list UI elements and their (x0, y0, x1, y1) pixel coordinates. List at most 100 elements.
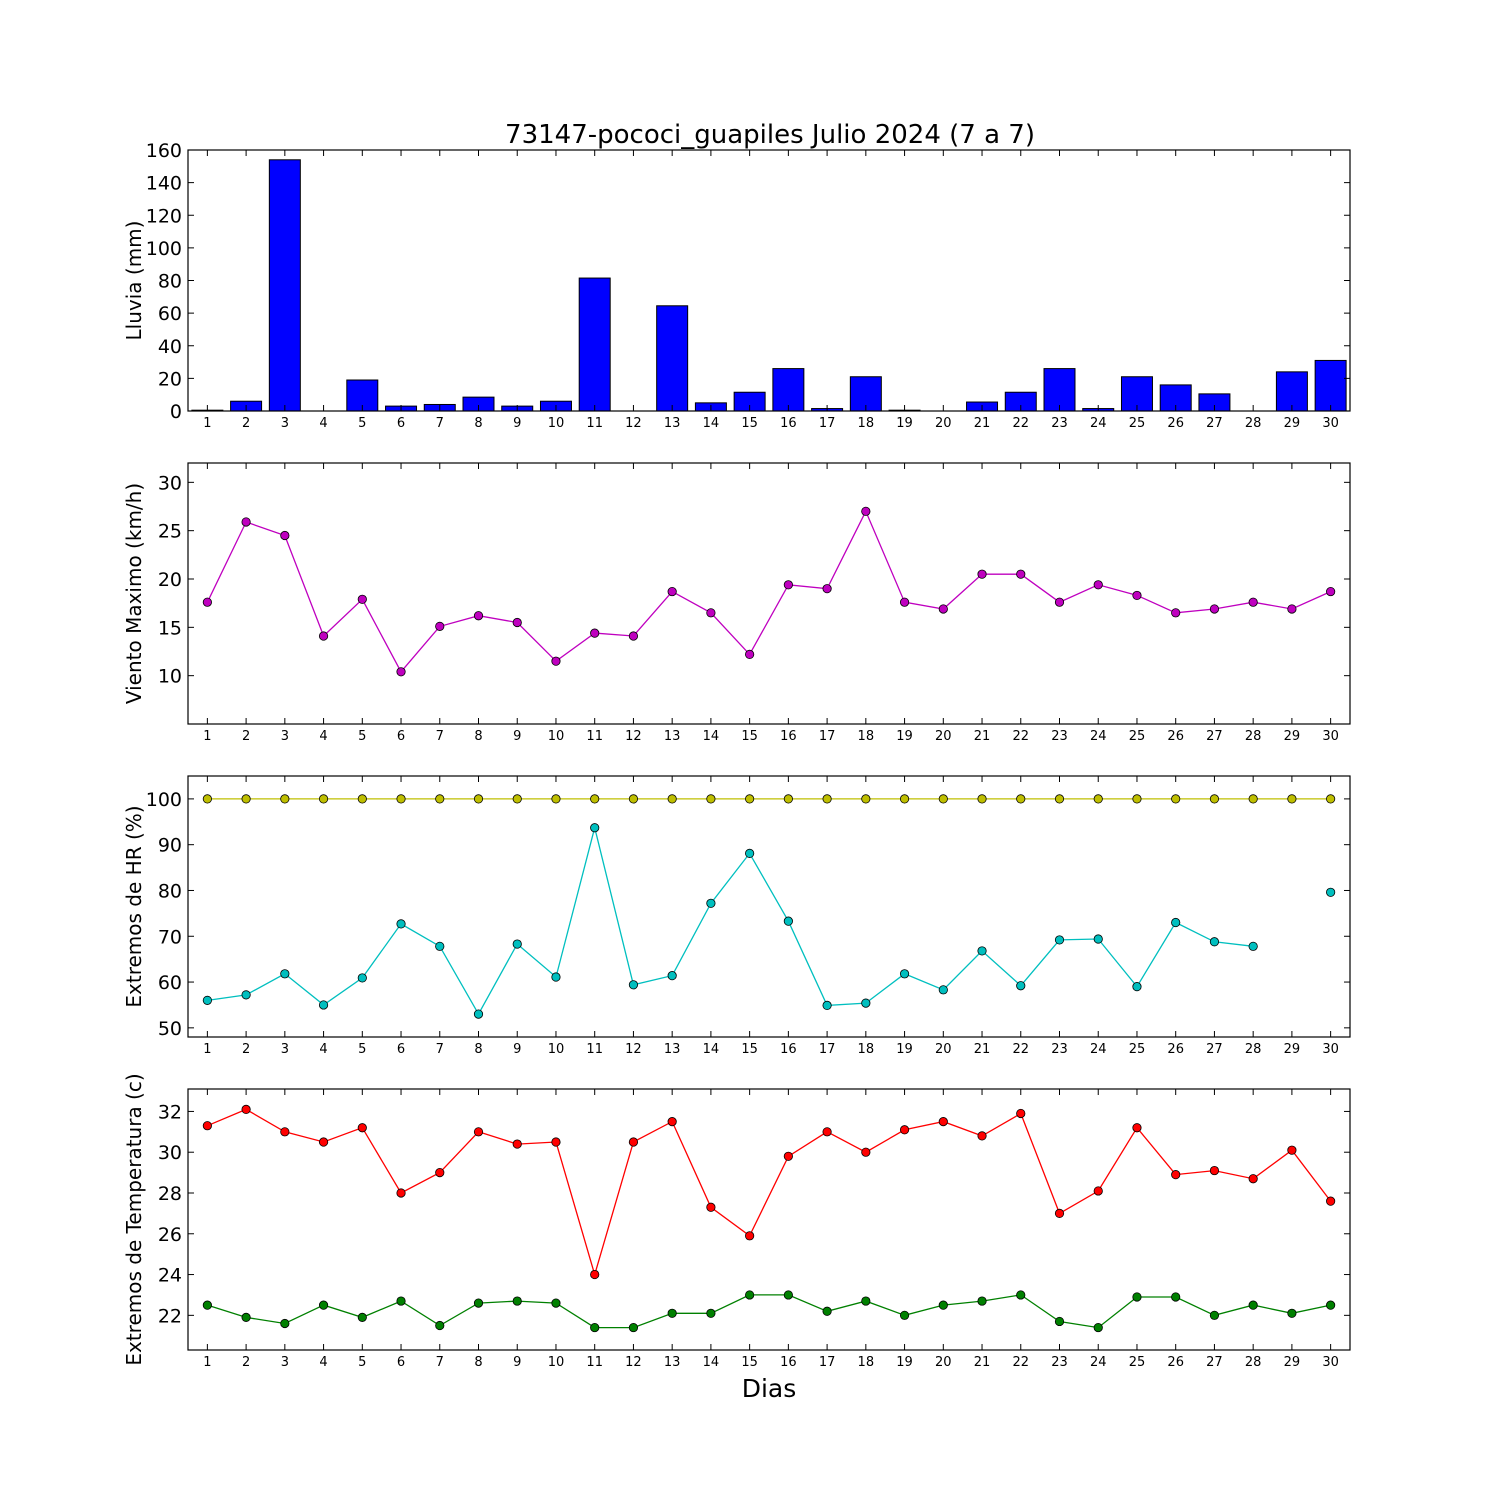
x-tick-label: 28 (1245, 1355, 1262, 1370)
series-2-point-day-6 (396, 919, 406, 929)
x-tick-label: 10 (548, 1042, 565, 1057)
series-2-point-day-9 (512, 939, 522, 949)
series-2-point-day-1 (202, 995, 212, 1005)
series-1-point-day-6 (396, 794, 406, 804)
series-1-point-day-2 (241, 517, 251, 527)
series-2-point-day-18 (861, 998, 871, 1008)
x-tick-label: 9 (513, 416, 521, 431)
x-tick-label: 15 (741, 1042, 758, 1057)
series-2-point-day-11 (590, 823, 600, 833)
series-1-point-day-3 (280, 530, 290, 541)
x-tick-label: 6 (397, 1042, 405, 1057)
series-1-point-day-23 (1054, 794, 1065, 804)
x-tick-label: 5 (358, 1042, 366, 1057)
x-tick-label: 21 (974, 416, 991, 431)
x-tick-label: 23 (1051, 1355, 1068, 1370)
series-1-point-day-4 (318, 1137, 329, 1147)
series-2-point-day-8 (473, 1009, 484, 1019)
x-tick-label: 29 (1284, 416, 1301, 431)
x-tick-label: 20 (935, 1355, 952, 1370)
series-1-point-day-27 (1209, 604, 1220, 614)
y-tick-label: 20 (158, 368, 182, 390)
series-1-point-day-1 (202, 597, 212, 607)
series-1-point-day-21 (977, 794, 987, 804)
y-tick-label: 100 (146, 789, 182, 811)
series-1-point-day-13 (667, 1117, 677, 1127)
x-tick-label: 1 (203, 1042, 211, 1057)
series-1-line (207, 1108, 1332, 1277)
series-1-point-day-15 (745, 1231, 755, 1241)
x-tick-label: 11 (586, 416, 603, 431)
x-tick-label: 30 (1322, 1355, 1339, 1370)
series-1-point-day-22 (1016, 794, 1026, 804)
x-tick-label: 15 (741, 729, 758, 744)
x-tick-label: 21 (974, 729, 991, 744)
bar-day-11 (578, 277, 611, 412)
series-2-point-day-3 (280, 1318, 290, 1329)
series-1-point-day-27 (1209, 794, 1220, 804)
series-1-point-day-25 (1132, 1123, 1142, 1133)
y-tick-label: 90 (158, 835, 182, 857)
axes-frame (187, 149, 1351, 412)
x-tick-label: 19 (896, 729, 913, 744)
x-tick-label: 12 (625, 1355, 642, 1370)
series-1-point-day-28 (1248, 597, 1258, 607)
series-2-line (207, 827, 1254, 1016)
x-tick-label: 19 (896, 1042, 913, 1057)
x-tick-label: 22 (1012, 1355, 1029, 1370)
y-tick-label: 60 (158, 972, 182, 994)
axes-frame (187, 1088, 1351, 1351)
x-tick-label: 12 (625, 729, 642, 744)
x-tick-label: 8 (474, 729, 482, 744)
x-tick-label: 16 (780, 729, 797, 744)
series-1-point-day-19 (899, 597, 910, 607)
x-tick-label: 26 (1167, 1042, 1184, 1057)
series-1-line (206, 509, 1331, 673)
x-tick-label: 30 (1322, 416, 1339, 431)
series-2-point-day-27 (1209, 1310, 1220, 1320)
y-tick-label: 28 (158, 1183, 182, 1205)
x-tick-label: 14 (703, 1042, 720, 1057)
series-1-point-day-17 (822, 794, 832, 804)
series-1-point-day-9 (512, 794, 522, 804)
series-2-point-day-22 (1016, 981, 1026, 991)
x-tick-label: 22 (1012, 729, 1029, 744)
x-tick-label: 25 (1129, 1355, 1146, 1370)
series-2-point-day-30 (1326, 887, 1336, 897)
y-tick-label: 0 (170, 401, 182, 423)
series-2-point-day-20 (938, 985, 948, 995)
series-2-point-day-12 (628, 980, 639, 990)
series-2-point-day-17 (822, 1000, 832, 1011)
series-1-point-day-26 (1171, 608, 1181, 618)
series-1-point-day-23 (1054, 1208, 1065, 1218)
series-1-point-day-12 (628, 631, 639, 641)
bar-day-29 (1275, 371, 1308, 412)
x-tick-label: 13 (664, 1042, 681, 1057)
series-1-point-day-16 (783, 580, 793, 590)
x-tick-label: 30 (1322, 1042, 1339, 1057)
series-1-point-day-8 (473, 611, 484, 621)
series-2-point-day-9 (512, 1296, 522, 1306)
x-tick-label: 26 (1167, 1355, 1184, 1370)
series-1-point-day-29 (1287, 794, 1297, 804)
y-axis-label: Lluvia (mm) (122, 221, 146, 341)
x-tick-label: 25 (1129, 729, 1146, 744)
series-1-point-day-4 (318, 794, 329, 804)
series-2-point-day-13 (667, 971, 677, 981)
series-1-point-day-24 (1093, 1186, 1103, 1196)
y-tick-label: 80 (158, 880, 182, 902)
x-tick-label: 2 (242, 1042, 250, 1057)
series-1-point-day-14 (706, 1202, 716, 1212)
x-tick-label: 12 (625, 1042, 642, 1057)
x-tick-label: 5 (358, 416, 366, 431)
series-2-point-day-2 (241, 1312, 251, 1322)
y-tick-label: 40 (158, 336, 182, 358)
x-tick-label: 1 (203, 1355, 211, 1370)
x-tick-label: 10 (548, 1355, 565, 1370)
x-tick-label: 24 (1090, 729, 1107, 744)
y-tick-label: 140 (146, 173, 182, 195)
bar-day-3 (268, 159, 301, 412)
series-2-point-day-19 (899, 969, 910, 979)
x-tick-label: 19 (896, 416, 913, 431)
